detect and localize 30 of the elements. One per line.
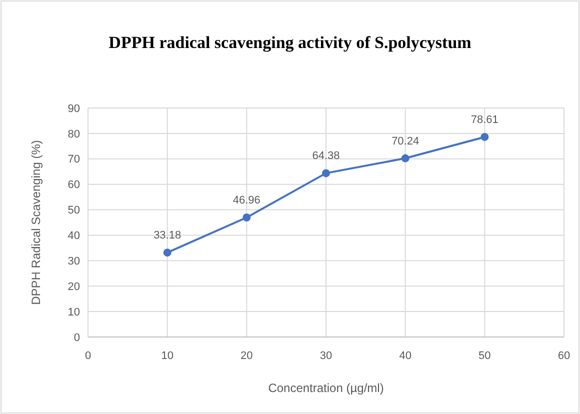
y-tick-label: 10 — [68, 306, 80, 318]
y-tick-label: 90 — [68, 102, 80, 115]
x-tick-label: 20 — [240, 350, 253, 362]
x-tick-label: 40 — [399, 350, 412, 362]
y-tick-label: 20 — [68, 280, 80, 293]
y-tick-label: 0 — [74, 332, 80, 344]
y-tick-label: 50 — [68, 204, 80, 217]
y-tick-label: 60 — [68, 179, 80, 192]
point — [480, 132, 489, 141]
data-label: 78.61 — [470, 114, 498, 126]
point — [163, 248, 172, 257]
chart-title: DPPH radical scavenging activity of S.polycystum — [108, 33, 472, 52]
point — [322, 169, 330, 178]
point — [401, 154, 410, 162]
x-tick-label: 0 — [84, 350, 92, 362]
x-tick-label: 60 — [558, 350, 570, 362]
data-label: 64.38 — [312, 150, 340, 162]
point — [242, 214, 251, 222]
data-label: 46.96 — [232, 194, 260, 207]
x-tick-label: 30 — [320, 350, 332, 362]
x-axis-title: Concentration (µg/ml) — [268, 381, 384, 395]
y-axis-title: DPPH Radical Scavenging (%) — [29, 140, 43, 305]
data-label: 33.18 — [154, 230, 182, 242]
data-label: 70.24 — [392, 135, 420, 148]
y-tick-label: 80 — [68, 128, 80, 140]
x-tick-label: 10 — [161, 350, 174, 362]
x-tick-label: 50 — [478, 350, 491, 362]
y-tick-label: 40 — [68, 230, 80, 242]
y-tick-label: 30 — [68, 256, 80, 268]
y-tick-label: 70 — [68, 154, 80, 166]
